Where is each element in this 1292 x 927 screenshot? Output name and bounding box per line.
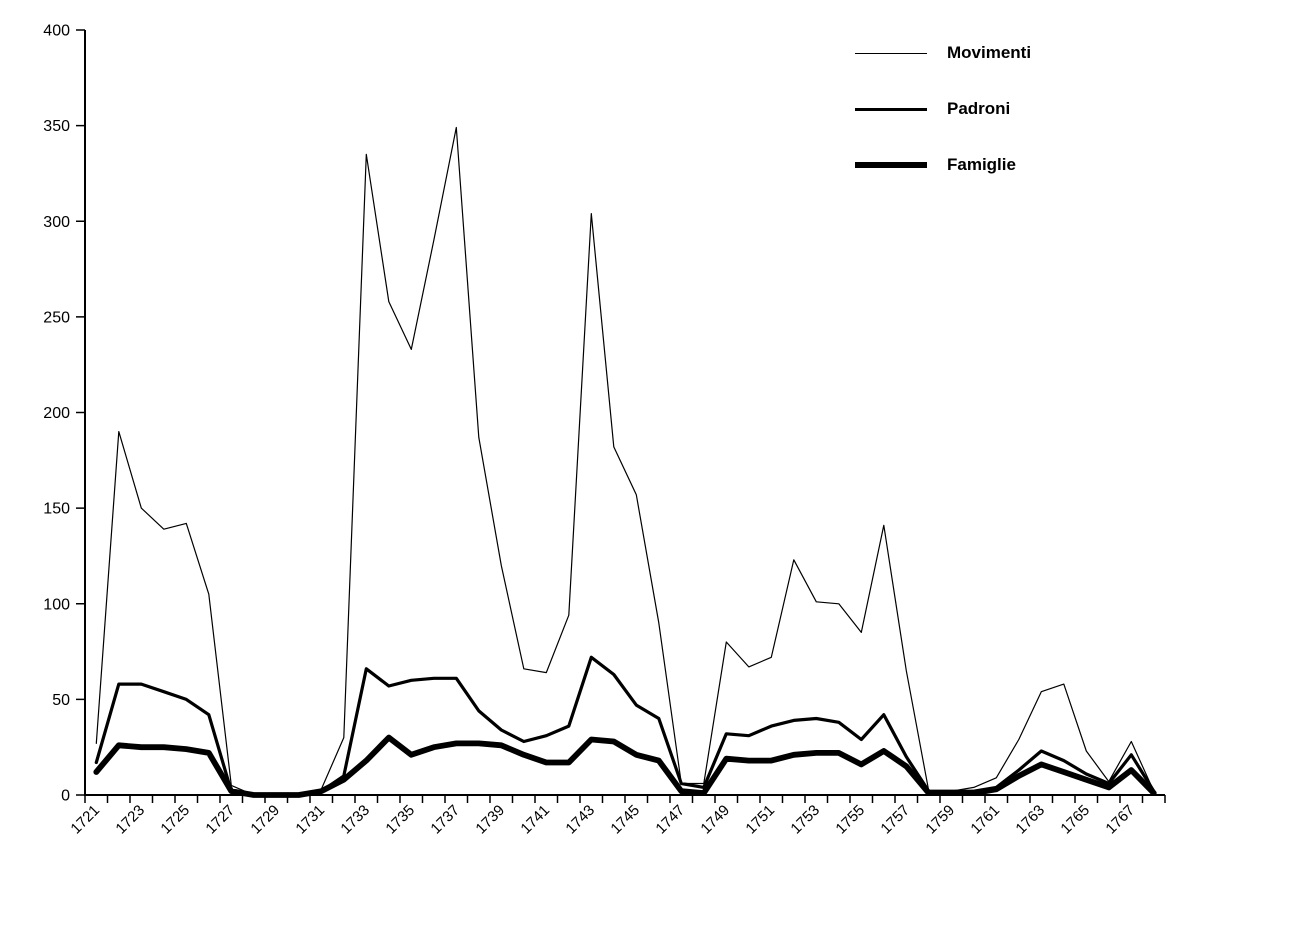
x-axis: 1721 1723 1725 1727 1729 1731 1733 1735 1737 1739… <box>67 795 1166 838</box>
x-tick-label: 1727 <box>202 802 238 838</box>
y-tick-label: 100 <box>43 596 70 613</box>
y-tick-label: 150 <box>43 501 70 518</box>
x-tick-label: 1761 <box>967 802 1003 838</box>
legend-label-movimenti: Movimenti <box>947 43 1032 62</box>
y-tick-label: 0 <box>61 788 70 805</box>
x-tick-label: 1765 <box>1057 802 1093 838</box>
x-tick-label: 1731 <box>292 802 328 838</box>
y-tick-label: 300 <box>43 214 70 231</box>
y-tick-label: 50 <box>52 692 70 709</box>
x-tick-label: 1729 <box>247 802 283 838</box>
x-tick-label: 1767 <box>1102 802 1138 838</box>
y-tick-label: 200 <box>43 405 70 422</box>
x-tick-label: 1757 <box>877 802 913 838</box>
series <box>93 126 1157 798</box>
x-tick-label: 1755 <box>832 802 868 838</box>
movimenti-line <box>95 126 1155 796</box>
y-tick-label: 400 <box>43 23 70 40</box>
x-tick-label: 1733 <box>337 802 373 838</box>
y-axis: 0 50 100 150 200 250 300 350 400 <box>43 23 85 805</box>
x-tick-label: 1745 <box>607 802 643 838</box>
x-tick-label: 1725 <box>157 802 193 838</box>
x-tick-label: 1751 <box>742 802 778 838</box>
legend-label-padroni: Padroni <box>947 99 1011 118</box>
famiglie-line <box>93 734 1157 798</box>
x-tick-label: 1735 <box>382 802 418 838</box>
x-tick-label: 1723 <box>112 802 148 838</box>
y-tick-label: 250 <box>43 309 70 326</box>
famiglie-line-sample <box>855 162 927 168</box>
x-tick-label: 1721 <box>67 802 103 838</box>
x-tick-label: 1743 <box>562 802 598 838</box>
y-tick-label: 350 <box>43 118 70 135</box>
padroni-line <box>94 655 1156 797</box>
x-tick-label: 1739 <box>472 802 508 838</box>
movimenti-line-sample <box>855 52 927 54</box>
x-tick-label: 1741 <box>517 802 553 838</box>
chart-legend: Movimenti Padroni Famiglie <box>855 38 1031 206</box>
x-tick-label: 1747 <box>652 802 688 838</box>
x-tick-label: 1759 <box>922 802 958 838</box>
legend-item-padroni: Padroni <box>855 94 1031 124</box>
legend-item-movimenti: Movimenti <box>855 38 1031 68</box>
x-tick-label: 1737 <box>427 802 463 838</box>
x-tick-label: 1753 <box>787 802 823 838</box>
padroni-line-sample <box>855 107 927 111</box>
x-tick-label: 1763 <box>1012 802 1048 838</box>
legend-item-famiglie: Famiglie <box>855 150 1031 180</box>
legend-label-famiglie: Famiglie <box>947 155 1016 174</box>
x-tick-label: 1749 <box>697 802 733 838</box>
